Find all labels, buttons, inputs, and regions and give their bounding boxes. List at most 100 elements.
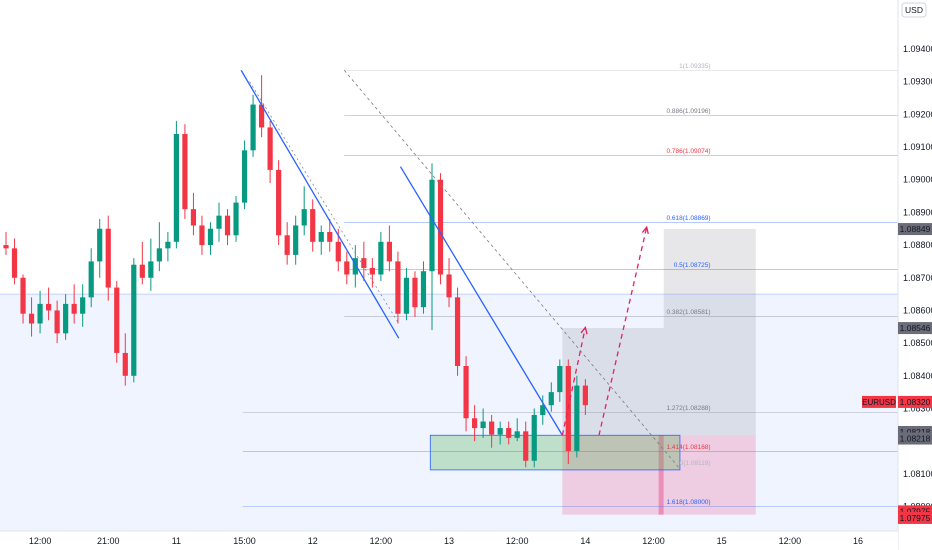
candle-body [148, 261, 154, 278]
symbol-badge-label: EURUSD [862, 398, 896, 407]
projection-arrow-1-head [580, 325, 588, 335]
candle-body [11, 248, 18, 278]
time-tick-label: 12:00 [779, 536, 802, 546]
candle-body [190, 209, 197, 226]
candle-body [480, 421, 486, 429]
time-axis-background[interactable] [0, 531, 898, 550]
time-tick-label: 12:00 [370, 536, 393, 546]
price-badge [898, 223, 932, 236]
price-badge-label: 1.07975 [900, 513, 931, 523]
candle-body [20, 277, 26, 314]
price-tick-label: 1.09400 [903, 44, 932, 54]
candle-body [514, 431, 520, 438]
fib-label: 1(1.09335) [679, 63, 710, 70]
fib-label: 1.618(1.08000) [667, 499, 711, 506]
candle-body [497, 428, 503, 435]
fib-label: 0.786(1.09074) [667, 148, 711, 155]
time-tick-label: 21:00 [97, 536, 120, 546]
candle-body [523, 431, 529, 461]
candle-body [531, 414, 537, 461]
candle-body [267, 127, 273, 170]
candle-body [54, 310, 60, 334]
price-badges: 1.08849 1.08546 EURUSD 1.08320 1.082181.0821… [862, 223, 932, 524]
candle-body [412, 277, 418, 308]
price-tick-label: 1.08700 [903, 273, 932, 283]
stop-box [562, 435, 756, 515]
price-tick-label: 1.08800 [903, 240, 932, 250]
price-badge-label: 1.08218 [900, 434, 931, 444]
candle-body [28, 313, 35, 324]
candle-body [378, 241, 384, 275]
candle-body [548, 392, 554, 406]
target-box-2 [663, 229, 756, 436]
fib-label: 0.618(1.08869) [667, 215, 711, 222]
candle-body [114, 287, 120, 353]
projection-arrow-1[interactable] [561, 327, 586, 436]
candle-body [233, 202, 239, 236]
price-badge [898, 432, 932, 445]
parallel-dashed-line[interactable] [249, 81, 400, 324]
price-badge-label: 1.08320 [900, 397, 931, 407]
candle-body [46, 303, 52, 311]
time-tick-label: 14 [580, 536, 590, 546]
projection-arrow-2-head [641, 225, 649, 235]
price-badge-label: 1.08546 [900, 323, 931, 333]
candle-body [395, 261, 401, 314]
candle-body [352, 258, 358, 275]
price-badge [898, 511, 932, 524]
price-badge-label: 1.08849 [900, 224, 931, 234]
price-tick-label: 1.08300 [903, 403, 932, 413]
candle-body [88, 261, 94, 298]
time-tick-label: 16 [853, 536, 863, 546]
price-tick-label: 1.08400 [903, 371, 932, 381]
fib-label: 1.272(1.08288) [667, 405, 711, 412]
candle-body [327, 232, 333, 242]
currency-label[interactable]: USD [901, 2, 927, 18]
candle-body [403, 277, 410, 314]
fib-label: 0.5(1.08725) [674, 262, 711, 269]
price-tick-label: 1.09300 [903, 77, 932, 87]
candle-body [105, 228, 111, 288]
fib-label: 1.414(1.08168) [667, 444, 711, 451]
candle-body [199, 225, 205, 246]
time-tick-label: 12:00 [642, 536, 665, 546]
currency-label-text: USD [905, 5, 923, 15]
fib-label: 0(1.08119) [680, 460, 711, 467]
entry-zone-box [429, 434, 681, 471]
time-axis-ticks: 12:00 21:00 11 15:00 12 12:00 13 12:00 14 12:00 15… [29, 536, 863, 546]
time-tick-label: 15:00 [233, 536, 256, 546]
candle-body [574, 385, 580, 451]
stop-box-divider [658, 435, 664, 515]
candle-body [310, 209, 316, 242]
candle-body [284, 235, 290, 255]
candle-body [386, 241, 392, 262]
candle-body [71, 303, 77, 314]
price-axis-background[interactable] [898, 0, 932, 550]
price-badge-label: 1.08218 [900, 427, 931, 437]
fib-label: 0.382(1.08581) [667, 309, 711, 316]
time-tick-label: 12:00 [29, 536, 52, 546]
trendline-1[interactable] [240, 69, 400, 339]
candle-body [241, 150, 248, 203]
price-tick-label: 1.09000 [903, 175, 932, 185]
price-badge-label: 1.07975 [900, 506, 931, 516]
candle-body [207, 228, 214, 246]
candle-body [506, 428, 512, 438]
candle-body [293, 225, 299, 255]
fib-label: 0.886(1.09196) [667, 108, 711, 115]
candle-body [173, 133, 179, 242]
trendline-2[interactable] [399, 166, 563, 436]
price-tick-label: 1.08900 [903, 207, 932, 217]
candle-body [361, 258, 367, 268]
candle-body [63, 303, 69, 334]
fib-trend-dashed[interactable] [343, 69, 681, 470]
candle-body [420, 271, 427, 308]
candle-body [216, 215, 222, 229]
candle-body [335, 241, 341, 262]
candle-body [318, 232, 324, 242]
candle-body [259, 104, 265, 128]
candle-body [344, 261, 350, 275]
candle-body [540, 405, 546, 415]
